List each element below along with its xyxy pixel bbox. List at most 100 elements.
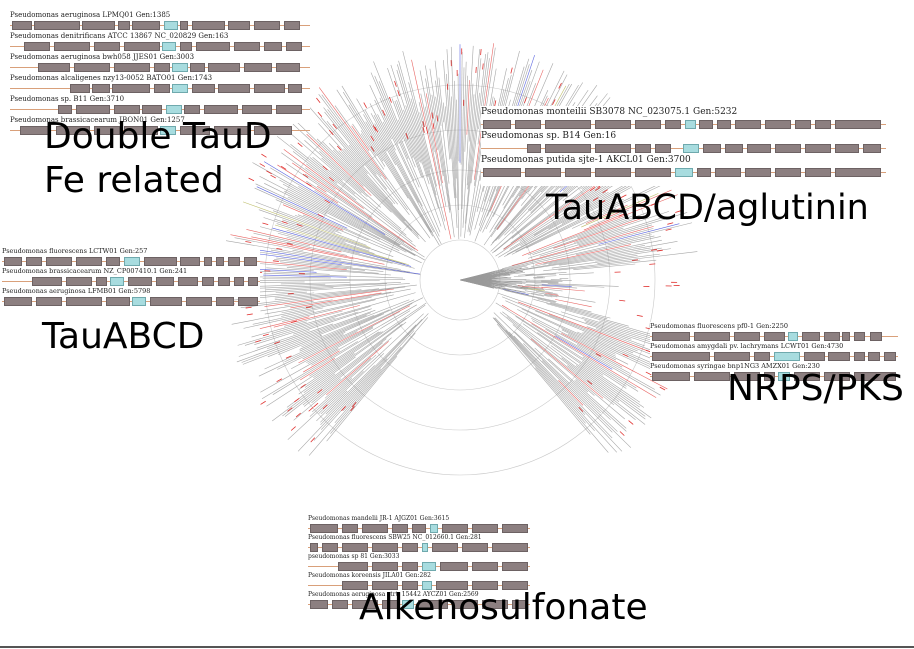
- gene-arrow: [96, 277, 107, 286]
- tree-branch: [506, 316, 646, 425]
- tree-branch: [536, 275, 557, 277]
- tree-branch: [259, 226, 360, 254]
- tree-branch: [306, 163, 416, 247]
- tree-branch: [572, 208, 617, 229]
- tree-leaf-mark: [480, 49, 482, 56]
- tree-branch: [242, 201, 371, 249]
- tree-branch: [410, 98, 431, 170]
- tree-branch: [246, 229, 342, 253]
- tree-branch: [541, 286, 585, 292]
- gene-arrow: [254, 84, 285, 93]
- caption-taudabcd-aglutinin: TauABCD/aglutinin: [546, 188, 869, 228]
- tree-branch: [264, 183, 327, 215]
- tree-branch: [297, 313, 429, 452]
- tree-branch: [305, 167, 336, 190]
- gene-arrow: [697, 168, 711, 177]
- tree-branch: [263, 161, 386, 235]
- tree-leaf-mark: [619, 299, 626, 302]
- tree-branch: [553, 218, 641, 249]
- tree-branch: [276, 136, 338, 184]
- tree-branch: [316, 185, 327, 193]
- tree-leaf-mark: [436, 115, 439, 122]
- tree-branch: [263, 274, 347, 278]
- tree-branch: [234, 237, 304, 251]
- tree-branch: [314, 189, 413, 251]
- tree-leaf-mark: [628, 420, 634, 425]
- gene-arrow: [745, 168, 771, 177]
- tree-branch: [334, 346, 402, 424]
- tree-branch: [506, 187, 632, 255]
- tree-branch: [298, 317, 407, 395]
- gene-arrow: [244, 63, 272, 72]
- tree-branch: [548, 181, 630, 230]
- gene-arrow: [254, 126, 292, 135]
- gene-arrow: [202, 277, 214, 286]
- tree-branch: [420, 93, 441, 186]
- tree-branch: [527, 216, 632, 256]
- tree-branch: [285, 163, 405, 243]
- tree-branch: [286, 267, 391, 276]
- gene-arrow: [310, 543, 318, 552]
- tree-leaf-mark: [248, 177, 255, 182]
- gene-arrow: [472, 524, 498, 533]
- tree-branch: [512, 324, 626, 420]
- gene-arrow: [595, 120, 631, 129]
- tree-leaf-mark: [316, 97, 321, 103]
- tree-leaf-mark: [620, 194, 627, 198]
- gene-cluster-row: Pseudomonas fluorescens pf0-1 Gen:2250: [650, 322, 898, 342]
- caption-fe-related: Fe related: [44, 160, 224, 201]
- tree-leaf-mark: [262, 222, 269, 226]
- gene-arrow: [114, 105, 140, 114]
- tree-leaf-mark: [350, 406, 355, 412]
- tree-branch: [424, 106, 435, 152]
- genome-backbone: [308, 566, 530, 567]
- gene-arrow: [835, 168, 881, 177]
- tree-leaf-mark: [291, 320, 298, 323]
- tree-branch: [259, 268, 317, 273]
- tree-branch: [290, 292, 382, 309]
- tree-leaf-mark: [274, 341, 281, 344]
- tree-branch: [320, 353, 385, 415]
- tree-branch: [511, 226, 654, 266]
- gene-arrow: [228, 257, 240, 266]
- tree-branch: [533, 191, 607, 236]
- tree-branch: [468, 83, 474, 142]
- tree-branch: [255, 201, 336, 233]
- tree-branch: [502, 228, 654, 270]
- tree-leaf-mark: [306, 182, 312, 187]
- tree-branch: [561, 328, 616, 355]
- highlighted-gene: [166, 105, 182, 114]
- tree-branch: [238, 323, 334, 357]
- gene-arrow: [118, 21, 130, 30]
- tree-branch: [534, 283, 605, 288]
- tree-leaf-mark: [372, 125, 377, 131]
- gene-arrow: [527, 144, 541, 153]
- tree-branch: [378, 81, 404, 140]
- gene-track: [2, 296, 260, 307]
- tree-branch: [248, 248, 421, 275]
- gene-arrow: [854, 372, 896, 381]
- gene-arrow: [502, 581, 528, 590]
- tree-branch: [425, 65, 444, 177]
- genome-backbone: [481, 124, 886, 125]
- gene-arrow: [310, 524, 338, 533]
- tree-branch: [396, 99, 442, 227]
- tree-leaf-mark: [246, 313, 253, 316]
- tree-branch: [531, 323, 637, 389]
- gene-arrow: [82, 21, 115, 30]
- gene-arrow: [332, 600, 348, 609]
- genome-backbone: [10, 46, 310, 47]
- tree-leaf-mark: [388, 96, 392, 103]
- tree-leaf-mark: [675, 210, 682, 213]
- gene-arrow: [284, 21, 300, 30]
- tree-branch: [356, 98, 387, 152]
- tree-branch: [273, 305, 360, 328]
- tree-branch: [298, 186, 400, 246]
- gene-arrow: [775, 168, 801, 177]
- panel-alkenosulfonate: Pseudomonas mandelii JR-1 AJGZ01 Gen:361…: [308, 515, 530, 609]
- gene-track: [650, 371, 898, 382]
- gene-track: [308, 580, 530, 591]
- tree-branch: [252, 310, 315, 325]
- tree-branch: [443, 60, 452, 159]
- tree-leaf-mark: [266, 170, 272, 175]
